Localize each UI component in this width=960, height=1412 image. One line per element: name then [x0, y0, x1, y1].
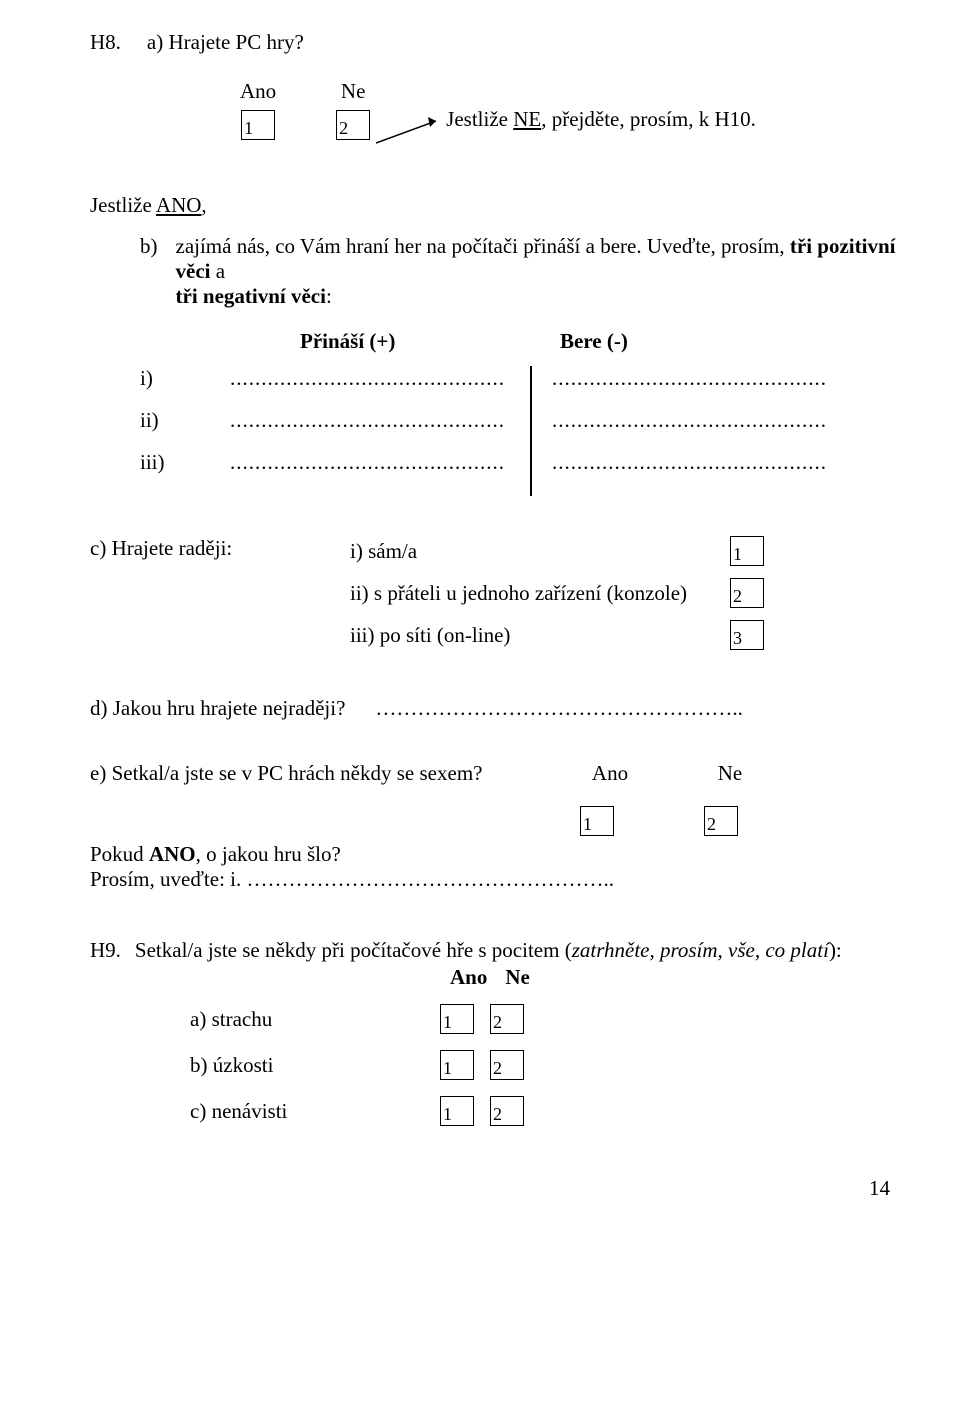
col-plus: Přináší (+) [300, 329, 530, 354]
row-i: i) [140, 366, 230, 408]
e-label: e) Setkal/a jste se v PC hrách někdy se … [90, 761, 530, 786]
c-label: c) Hrajete raději: [90, 536, 350, 561]
arrow-icon [376, 113, 466, 153]
b-text1: zajímá nás, co Vám hraní her na počítači… [176, 234, 790, 258]
c-box-1[interactable]: 2 [730, 578, 764, 608]
ne-box[interactable]: 2 [336, 110, 370, 140]
question-number: H8. [90, 30, 121, 55]
prosim-line[interactable]: Prosím, uveďte: i. …………………………………………….. [90, 867, 900, 892]
c-item-0: i) sám/a [350, 539, 730, 564]
e-box-1[interactable]: 1 [580, 806, 614, 836]
e-ano-label: Ano [592, 761, 628, 786]
b-text: zajímá nás, co Vám hraní her na počítači… [176, 234, 901, 309]
d-dots[interactable]: …………………………………………….. [375, 696, 743, 721]
dots-i-plus[interactable]: ........................................… [230, 366, 530, 408]
b-colon: : [326, 284, 332, 308]
h8a-label: a) Hrajete PC hry? [147, 30, 304, 55]
ano-box[interactable]: 1 [241, 110, 275, 140]
ano-branch-prefix: Jestliže [90, 193, 156, 217]
ne-label: Ne [341, 79, 366, 104]
ano-branch-word: ANO [156, 193, 202, 217]
h9-number: H9. [90, 938, 121, 963]
b-bold2: tři negativní věci [176, 284, 326, 308]
e-ne-label: Ne [718, 761, 743, 786]
divider [530, 366, 532, 496]
col-minus: Bere (-) [560, 329, 628, 354]
h9-box-0a[interactable]: 1 [440, 1004, 474, 1034]
ano-branch-comma: , [201, 193, 206, 217]
row-ii: ii) [140, 408, 230, 450]
b-prefix: b) [140, 234, 158, 259]
h9-item-2: c) nenávisti [190, 1099, 440, 1124]
h9-box-2a[interactable]: 1 [440, 1096, 474, 1126]
ano-label: Ano [240, 79, 276, 104]
c-box-0[interactable]: 1 [730, 536, 764, 566]
pokud-suffix: , o jakou hru šlo? [196, 842, 341, 866]
skip-suffix: , přejděte, prosím, k H10. [541, 107, 756, 131]
h9-italic: zatrhněte, prosím, vše, co platí [572, 938, 829, 962]
h9-item-1: b) úzkosti [190, 1053, 440, 1078]
h9-item-0: a) strachu [190, 1007, 440, 1032]
dots-ii-minus[interactable]: ........................................… [552, 408, 852, 450]
h9-box-0b[interactable]: 2 [490, 1004, 524, 1034]
dots-i-minus[interactable]: ........................................… [552, 366, 852, 408]
d-label: d) Jakou hru hrajete nejraději? [90, 696, 345, 721]
skip-ne: NE [513, 107, 541, 131]
c-item-2: iii) po síti (on-line) [350, 623, 730, 648]
row-iii: iii) [140, 450, 230, 492]
h9-ne: Ne [505, 965, 530, 990]
dots-ii-plus[interactable]: ........................................… [230, 408, 530, 450]
h9-box-1b[interactable]: 2 [490, 1050, 524, 1080]
e-box-2[interactable]: 2 [704, 806, 738, 836]
pokud-bold: ANO [149, 842, 196, 866]
dots-iii-minus[interactable]: ........................................… [552, 450, 852, 492]
h9-ano: Ano [450, 965, 487, 990]
c-box-2[interactable]: 3 [730, 620, 764, 650]
c-item-1: ii) s přáteli u jednoho zařízení (konzol… [350, 581, 730, 606]
pokud-prefix: Pokud [90, 842, 149, 866]
h9-text2: ): [829, 938, 842, 962]
dots-iii-plus[interactable]: ........................................… [230, 450, 530, 492]
page-number: 14 [90, 1176, 900, 1201]
h9-box-1a[interactable]: 1 [440, 1050, 474, 1080]
h9-box-2b[interactable]: 2 [490, 1096, 524, 1126]
b-text2: a [216, 259, 225, 283]
h9-text1: Setkal/a jste se někdy při počítačové hř… [135, 938, 572, 962]
